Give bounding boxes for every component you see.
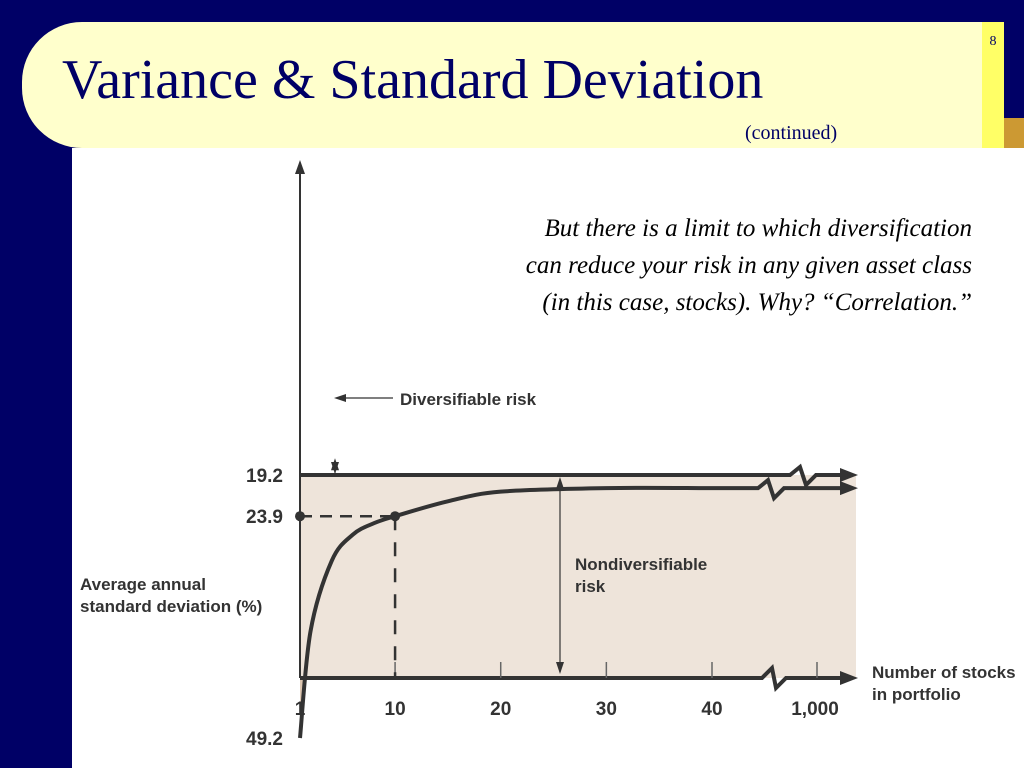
- nondiversifiable-risk-label: Nondiversifiable risk: [575, 555, 707, 596]
- nondiversifiable-risk-area: [300, 475, 856, 678]
- diversifiable-arrow-bottom: [331, 462, 339, 474]
- risk-curve-tail: [745, 476, 842, 502]
- diversifiable-pointer-arrowhead: [334, 394, 346, 402]
- y-tick-label-2: 19.2: [246, 466, 283, 487]
- x-axis-arrowhead: [840, 671, 858, 685]
- annotation-text: But there is a limit to which diversific…: [525, 215, 972, 316]
- diversifiable-risk-label: Diversifiable risk: [400, 390, 537, 409]
- slide-subtitle: (continued): [745, 122, 838, 144]
- point-y-axis-23-9: [295, 511, 305, 522]
- title-accent-strip: [982, 22, 1004, 148]
- x-tick-label-4: 40: [701, 699, 722, 720]
- x-tick-label-1: 10: [385, 699, 406, 720]
- x-tick-label-2: 20: [490, 699, 511, 720]
- risk-curve-arrowhead: [840, 481, 858, 496]
- y-tick-label-1: 23.9: [246, 507, 283, 528]
- slide-title: Variance & Standard Deviation: [62, 49, 764, 111]
- x-tick-label-0: 1: [295, 699, 306, 720]
- floor-arrowhead: [840, 468, 858, 482]
- x-tick-label-5: 1,000: [791, 699, 839, 720]
- nondiversifiable-arrow-bottom: [556, 662, 564, 674]
- nondiversifiable-arrow-top: [556, 477, 564, 489]
- point-10-stocks: [390, 511, 401, 522]
- y-tick-label-0: 49.2: [246, 729, 283, 750]
- title-box: [22, 22, 982, 148]
- x-axis: [300, 663, 842, 693]
- y-axis-label: Average annual standard deviation (%): [80, 575, 262, 616]
- y-axis-arrowhead: [295, 160, 305, 174]
- chart-marks: 49.2 23.9 19.2 1 10 20 30 40 1,000 Average annual…: [80, 160, 1016, 750]
- slide-number: 8: [989, 34, 997, 49]
- x-axis-label: Number of stocks in portfolio: [872, 663, 1016, 704]
- x-tick-label-3: 30: [596, 699, 617, 720]
- nondiversifiable-floor-line: [300, 463, 842, 489]
